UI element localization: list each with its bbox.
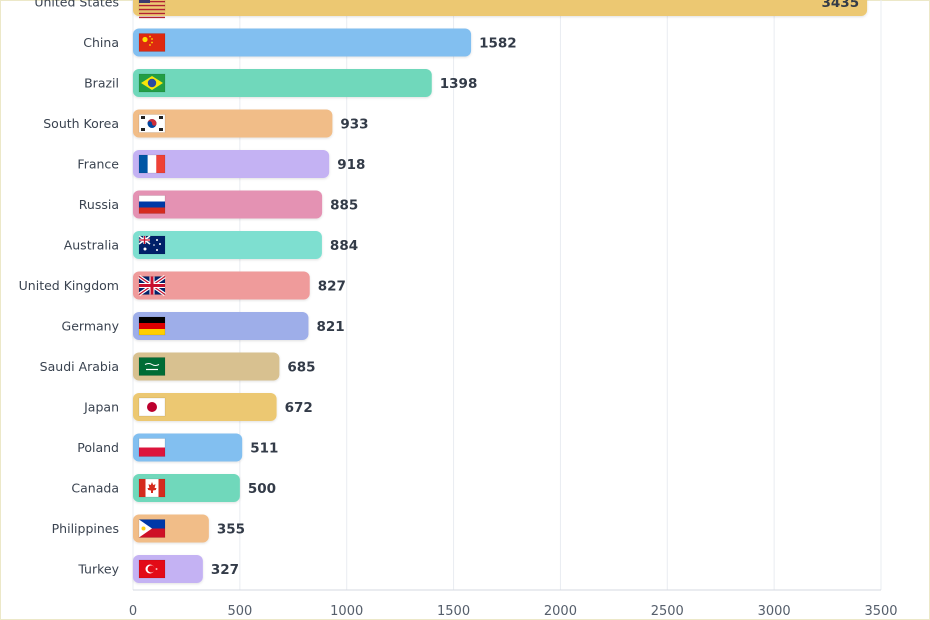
- flag-br-icon: [138, 73, 166, 93]
- flag-ru-icon: [138, 195, 166, 214]
- category-label: United Kingdom: [19, 278, 119, 293]
- category-label: Brazil: [84, 76, 119, 91]
- x-tick-label: 0: [129, 604, 137, 619]
- category-label: Saudi Arabia: [40, 359, 119, 374]
- value-label: 500: [248, 481, 276, 497]
- x-tick-label: 2000: [544, 604, 577, 619]
- flag-pl-icon: [138, 438, 166, 457]
- flag-us-icon: [138, 0, 166, 19]
- bar[interactable]: [133, 28, 472, 57]
- flag-kr-icon: [138, 114, 166, 133]
- value-label: 933: [340, 117, 368, 133]
- value-label: 3435: [822, 0, 860, 11]
- bar[interactable]: [133, 352, 280, 381]
- category-label: France: [77, 157, 119, 172]
- value-label: 884: [330, 238, 358, 254]
- bar[interactable]: [133, 150, 330, 178]
- flag-sa-icon: [138, 357, 166, 376]
- flag-au-icon: [138, 235, 166, 255]
- flag-de-icon: [138, 316, 166, 336]
- bar[interactable]: [133, 0, 868, 16]
- value-label: 1582: [479, 36, 517, 52]
- bar[interactable]: [133, 190, 323, 219]
- category-label: Japan: [83, 400, 119, 415]
- value-label: 827: [318, 279, 346, 295]
- category-label: Russia: [79, 197, 119, 212]
- bar[interactable]: [133, 231, 322, 259]
- flag-gb-icon: [138, 275, 166, 296]
- flag-jp-icon: [138, 397, 166, 417]
- category-label: South Korea: [43, 116, 119, 131]
- category-label: Philippines: [52, 521, 119, 536]
- value-label: 511: [250, 441, 278, 457]
- x-tick-label: 1500: [437, 604, 470, 619]
- category-label: Germany: [62, 319, 120, 334]
- value-label: 821: [316, 319, 344, 335]
- flag-cn-icon: [138, 33, 166, 52]
- category-label: Canada: [71, 481, 119, 496]
- value-label: 885: [330, 198, 358, 214]
- bar[interactable]: [133, 393, 277, 421]
- bar[interactable]: [133, 109, 333, 138]
- category-label: Poland: [77, 440, 119, 455]
- value-label: 327: [211, 562, 239, 578]
- bar[interactable]: [133, 271, 310, 300]
- category-label: United States: [34, 0, 119, 10]
- bar[interactable]: [133, 312, 309, 340]
- bars: United States 3435 China 1582 Brazil 1398 Sout…: [19, 0, 868, 583]
- x-tick-label: 2500: [651, 604, 684, 619]
- value-label: 685: [287, 360, 315, 376]
- flag-fr-icon: [138, 154, 166, 174]
- x-axis: 0 500 1000 1500 2000 2500 3000 3500: [129, 589, 898, 619]
- flag-tr-icon: [138, 559, 166, 579]
- x-tick-label: 3500: [864, 604, 897, 619]
- x-tick-label: 500: [227, 604, 252, 619]
- value-label: 1398: [440, 76, 478, 92]
- bar[interactable]: [133, 69, 432, 97]
- value-label: 918: [337, 157, 365, 173]
- value-label: 355: [217, 522, 245, 538]
- category-label: China: [83, 35, 119, 50]
- value-label: 672: [285, 400, 313, 416]
- x-tick-label: 3000: [758, 604, 791, 619]
- flag-ca-icon: [138, 478, 166, 498]
- flag-ph-icon: [138, 519, 166, 538]
- x-tick-label: 1000: [330, 604, 363, 619]
- category-label: Turkey: [77, 562, 119, 577]
- category-label: Australia: [64, 238, 119, 253]
